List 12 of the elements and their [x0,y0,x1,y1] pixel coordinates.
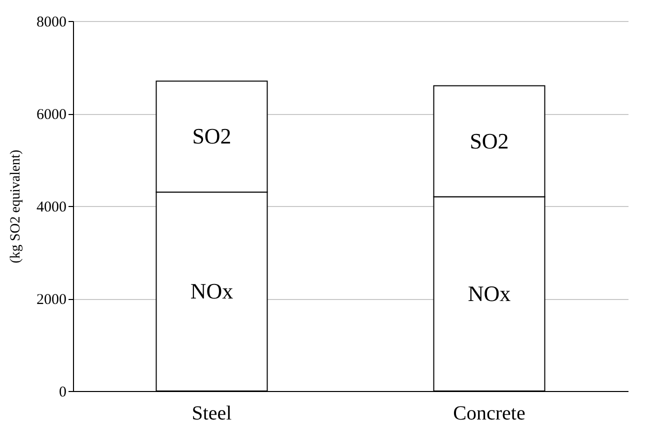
y-tick-label: 8000 [36,14,66,30]
y-axis-title: (kg SO2 equivalent) [8,149,24,264]
y-tick-label: 0 [59,384,66,400]
series-label: SO2 [192,124,232,149]
y-tick-label: 4000 [36,200,66,216]
text: NOx [468,280,511,306]
y-tick-label: 2000 [36,292,66,308]
x-tick-label: Steel [192,402,232,424]
y-tick-label: 6000 [36,107,66,123]
series-label: NOx [190,278,234,304]
text: SO2 [470,128,509,154]
x-tick-label: Concrete [453,402,526,424]
